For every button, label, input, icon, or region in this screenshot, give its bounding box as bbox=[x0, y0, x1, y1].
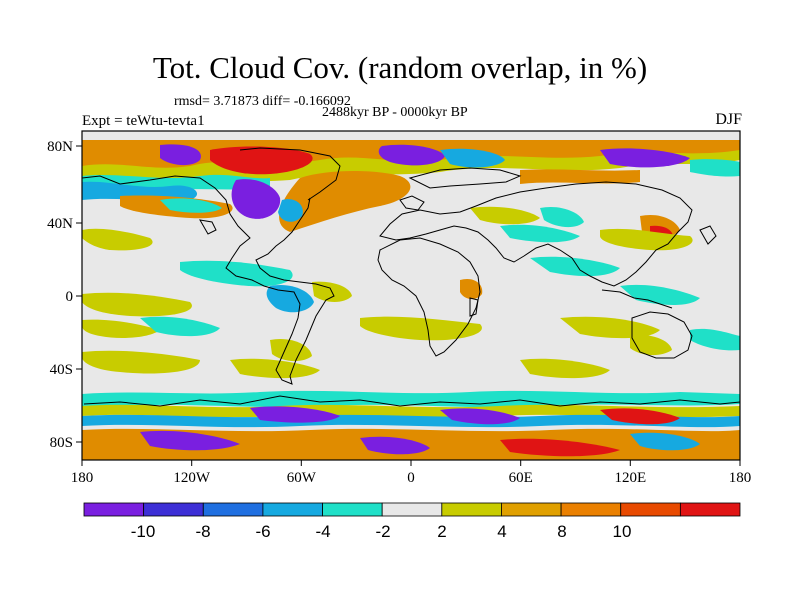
stats-text: rmsd= 3.71873 diff= -0.166092 bbox=[174, 94, 351, 109]
anomaly-region bbox=[630, 334, 672, 356]
colorbar-swatch bbox=[620, 502, 681, 517]
y-tick-label: 80S bbox=[50, 435, 73, 451]
anomaly-region bbox=[540, 206, 584, 228]
anomaly-region bbox=[360, 316, 482, 341]
anomaly-region bbox=[230, 358, 320, 379]
anomaly-region bbox=[82, 404, 740, 418]
anomaly-region bbox=[630, 432, 700, 451]
y-tick-label: 40N bbox=[47, 216, 73, 232]
x-tick-label: 120E bbox=[614, 470, 646, 486]
colorbar-swatch bbox=[83, 502, 145, 517]
anomaly-region bbox=[440, 408, 520, 425]
season-label: DJF bbox=[715, 111, 742, 128]
anomaly-region bbox=[210, 146, 313, 175]
anomaly-region bbox=[378, 144, 445, 166]
anomaly-region bbox=[82, 228, 153, 251]
colorbar-swatch bbox=[143, 502, 204, 517]
colorbar bbox=[83, 502, 741, 517]
anomaly-region bbox=[460, 278, 483, 300]
colorbar-swatch bbox=[441, 502, 502, 517]
x-tick-label: 0 bbox=[407, 470, 415, 486]
anomaly-region bbox=[231, 179, 281, 219]
x-tick-label: 60W bbox=[287, 470, 317, 486]
colorbar-label: -6 bbox=[255, 522, 270, 541]
anomaly-region bbox=[160, 198, 222, 213]
colorbar-label: -8 bbox=[195, 522, 210, 541]
anomaly-region bbox=[360, 436, 430, 455]
colorbar-swatch bbox=[322, 502, 383, 517]
x-tick-label: 60E bbox=[509, 470, 533, 486]
anomaly-region bbox=[500, 438, 620, 457]
colorbar-label: -10 bbox=[131, 522, 156, 541]
plot-title: Tot. Cloud Cov. (random overlap, in %) bbox=[152, 50, 648, 85]
anomaly-region bbox=[140, 430, 240, 451]
anomaly-region bbox=[530, 256, 620, 277]
coastlines bbox=[82, 147, 740, 407]
anomaly-region bbox=[266, 284, 314, 313]
y-tick-label: 80N bbox=[47, 139, 73, 155]
anomaly-region bbox=[180, 260, 293, 287]
colorbar-label: -4 bbox=[315, 522, 330, 541]
colorbar-swatch bbox=[501, 502, 562, 517]
experiment-label: Expt = teWtu-tevta1 bbox=[82, 113, 205, 129]
anomaly-region bbox=[470, 206, 540, 225]
x-tick-label: 180 bbox=[729, 470, 752, 486]
anomaly-region bbox=[600, 148, 690, 168]
anomaly-region bbox=[690, 328, 740, 351]
anomaly-region bbox=[270, 338, 312, 362]
colorbar-label: -2 bbox=[375, 522, 390, 541]
anomaly-region bbox=[250, 406, 340, 423]
colorbar-label: 2 bbox=[437, 522, 446, 541]
anomaly-region bbox=[82, 350, 200, 374]
colorbar-label: 10 bbox=[613, 522, 632, 541]
colorbar-swatch bbox=[560, 502, 622, 517]
anomaly-region bbox=[520, 169, 640, 184]
anomaly-region bbox=[560, 316, 660, 339]
y-tick-label: 0 bbox=[66, 289, 74, 305]
anomaly-region bbox=[440, 148, 505, 168]
colorbar-swatch bbox=[202, 502, 264, 517]
anomaly-region bbox=[600, 408, 680, 425]
colorbar-swatch bbox=[679, 502, 741, 517]
anomaly-region bbox=[82, 414, 740, 428]
anomaly-region bbox=[690, 159, 740, 177]
colorbar-label: 8 bbox=[557, 522, 566, 541]
anomaly-region bbox=[279, 171, 411, 232]
anomaly-region bbox=[520, 358, 610, 379]
anomaly-region bbox=[160, 144, 201, 166]
anomaly-region bbox=[500, 224, 580, 243]
axis-ticks bbox=[76, 145, 741, 466]
anomaly-region bbox=[82, 292, 192, 317]
anomaly-field bbox=[82, 140, 740, 460]
colorbar-swatch bbox=[262, 502, 323, 517]
x-tick-label: 120W bbox=[173, 470, 211, 486]
colorbar-label: 4 bbox=[497, 522, 506, 541]
y-tick-label: 40S bbox=[50, 362, 73, 378]
period-text: 2488kyr BP - 0000kyr BP bbox=[322, 105, 468, 120]
x-tick-label: 180 bbox=[71, 470, 94, 486]
anomaly-region bbox=[82, 319, 160, 338]
anomaly-region bbox=[600, 228, 693, 251]
anomaly-region bbox=[278, 199, 303, 222]
colorbar-swatch bbox=[381, 502, 443, 517]
anomaly-region bbox=[140, 316, 220, 337]
anomaly-region bbox=[620, 284, 700, 305]
